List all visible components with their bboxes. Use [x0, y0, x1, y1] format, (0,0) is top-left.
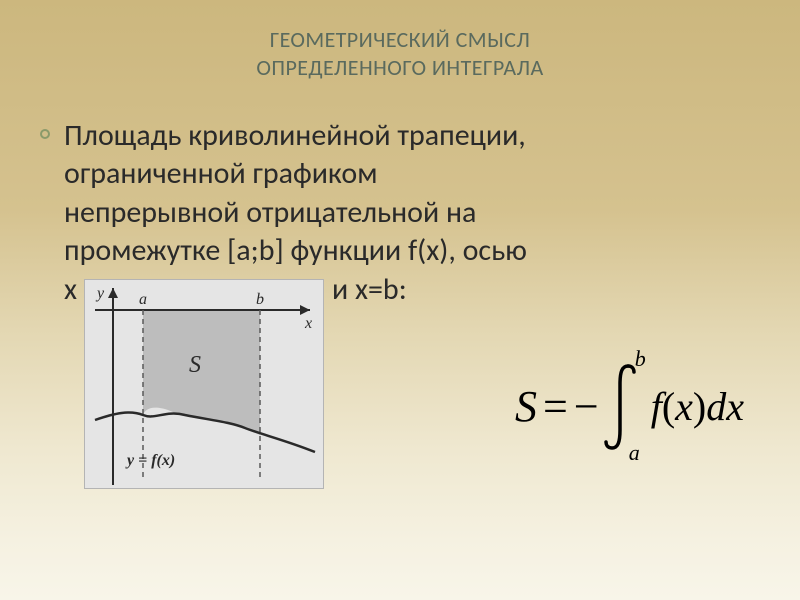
formula-equals: =: [537, 381, 574, 432]
formula-integrand: f(x)dx: [651, 383, 744, 430]
paren-close: ): [693, 384, 706, 429]
figure-curvilinear-trapezoid: y x a b S y = f(x): [84, 279, 324, 489]
and-xb: и x=b:: [332, 271, 407, 309]
label-b: b: [256, 291, 264, 308]
label-a: a: [139, 291, 147, 308]
integral-sign-icon: [601, 362, 641, 452]
figure-svg: y x a b S y = f(x): [85, 280, 324, 489]
body-line-4: промежутке [a;b] функции f(x), осью: [64, 232, 760, 270]
label-y: y: [95, 285, 105, 302]
x-char: х: [64, 271, 86, 309]
label-curve: y = f(x): [125, 452, 175, 469]
slide-title: ГЕОМЕТРИЧЕСКИЙ СМЫСЛ ОПРЕДЕЛЕННОГО ИНТЕГ…: [40, 26, 760, 81]
paren-open: (: [662, 384, 675, 429]
bullet-marker-icon: [40, 129, 50, 139]
formula-dx: dx: [706, 384, 744, 429]
body-line-2: ограниченной графиком: [64, 155, 760, 193]
y-axis-arrow-icon: [108, 288, 118, 298]
formula-x: x: [675, 384, 693, 429]
label-S: S: [189, 352, 201, 378]
formula-lower-limit: a: [629, 440, 640, 466]
formula-S: S: [515, 381, 537, 432]
title-line-1: ГЕОМЕТРИЧЕСКИЙ СМЫСЛ: [40, 26, 760, 54]
curve: [95, 412, 315, 451]
body-line-1: Площадь криволинейной трапеции,: [64, 117, 760, 155]
integral-icon: b a: [601, 352, 651, 460]
formula-f: f: [651, 384, 662, 429]
title-line-2: ОПРЕДЕЛЕННОГО ИНТЕГРАЛА: [40, 54, 760, 82]
label-x: x: [304, 315, 312, 332]
formula-minus: −: [574, 381, 601, 432]
slide: ГЕОМЕТРИЧЕСКИЙ СМЫСЛ ОПРЕДЕЛЕННОГО ИНТЕГ…: [0, 0, 800, 600]
formula: S = − b a f(x)dx: [515, 352, 744, 460]
x-axis-arrow-icon: [300, 305, 310, 315]
body-line-3: непрерывной отрицательной на: [64, 194, 760, 232]
